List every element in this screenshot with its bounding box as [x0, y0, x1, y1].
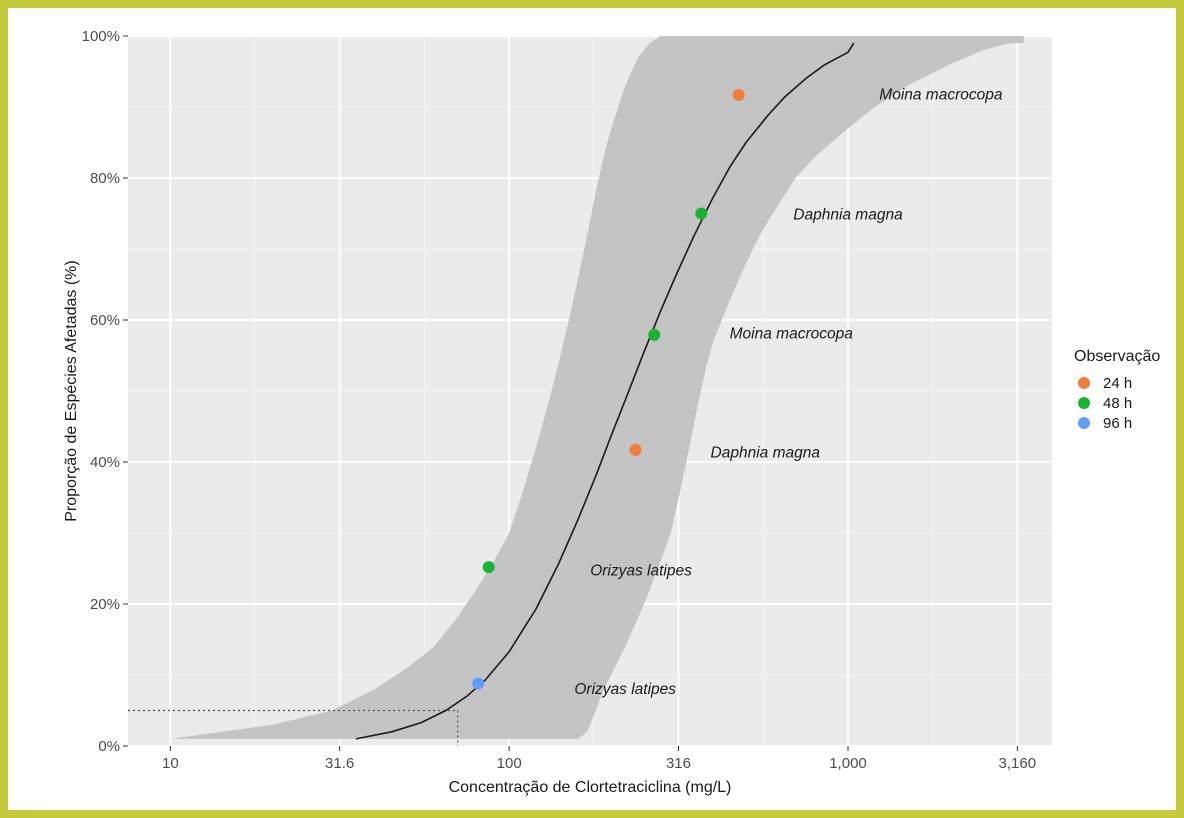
hc5-reference-lines	[128, 709, 459, 746]
data-point	[629, 443, 642, 456]
x-tick-label: 3,160	[999, 755, 1037, 772]
data-point	[472, 677, 485, 690]
legend-key	[1078, 417, 1090, 429]
fitted-curve	[355, 42, 855, 740]
y-axis-ticks: 0% 20% 40% 60% 80% 100%	[82, 28, 128, 755]
x-tick-label: 10	[162, 755, 179, 772]
species-label: Daphnia magna	[793, 207, 903, 224]
species-label: Daphnia magna	[711, 445, 821, 462]
legend-label: 96 h	[1103, 415, 1132, 432]
species-label: Moina macrocopa	[879, 87, 1003, 104]
data-points	[472, 88, 745, 690]
y-tick-label: 40%	[90, 454, 120, 471]
legend-entries: 24 h 48 h 96 h	[1078, 375, 1132, 432]
y-tick-label: 80%	[90, 170, 120, 187]
x-tick-label: 316	[666, 755, 691, 772]
legend-label: 48 h	[1103, 395, 1132, 412]
x-tick-label: 31.6	[325, 755, 354, 772]
data-point	[695, 207, 708, 220]
species-label: Moina macrocopa	[730, 325, 854, 342]
y-tick-label: 100%	[82, 28, 120, 45]
data-point	[648, 328, 661, 341]
x-tick-label: 100	[497, 755, 522, 772]
data-point	[482, 561, 495, 574]
species-label: Orizyas latipes	[574, 681, 676, 698]
legend-title: Observação	[1074, 348, 1160, 365]
y-tick-label: 20%	[90, 596, 120, 613]
x-axis-title: Concentração de Clortetraciclina (mg/L)	[449, 779, 732, 796]
data-point	[732, 88, 745, 101]
legend-key	[1078, 377, 1090, 389]
species-label: Orizyas latipes	[590, 562, 692, 579]
y-axis-title: Proporção de Espécies Afetadas (%)	[63, 260, 80, 521]
species-labels: Orizyas latipes Orizyas latipes Daphnia ma…	[574, 87, 1003, 698]
y-tick-label: 60%	[90, 312, 120, 329]
x-tick-label: 1,000	[829, 755, 867, 772]
legend-key	[1078, 397, 1090, 409]
confidence-band	[170, 36, 1024, 739]
legend: Observação 24 h 48 h 96 h	[1074, 348, 1160, 432]
x-axis-ticks: 10 31.6 100 316 1,000 3,160	[162, 746, 1036, 772]
legend-label: 24 h	[1103, 375, 1132, 392]
y-tick-label: 0%	[98, 738, 120, 755]
